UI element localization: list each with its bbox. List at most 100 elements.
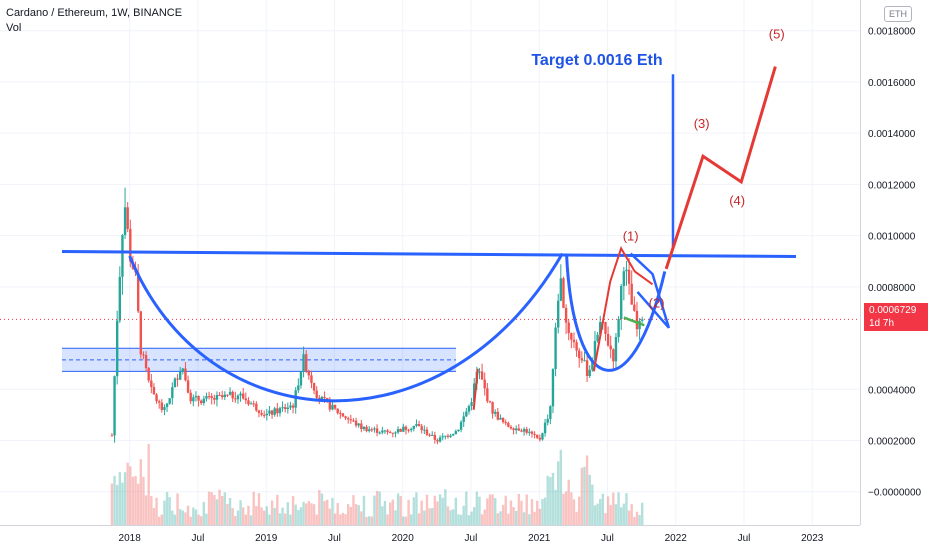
candle-body: [171, 387, 174, 399]
volume-bar: [220, 495, 224, 525]
x-tick-label: Jul: [738, 533, 751, 544]
volume-bar: [289, 514, 292, 525]
volume-bar: [517, 493, 521, 525]
candle-body: [189, 392, 192, 402]
candle-body: [559, 278, 563, 301]
candle-body: [383, 430, 387, 432]
candle-body: [585, 360, 589, 377]
volume-bar: [168, 497, 171, 525]
candle-body: [144, 355, 148, 369]
candle-body: [323, 396, 326, 399]
candle-body: [186, 380, 190, 393]
candle-body: [591, 360, 594, 370]
volume-bar: [533, 511, 536, 525]
volume-bar: [512, 507, 515, 525]
candle-body: [223, 394, 227, 398]
volume-bar: [381, 506, 384, 525]
candle-body: [410, 428, 413, 431]
volume-bar: [228, 498, 232, 525]
candle-body: [176, 378, 179, 380]
volume-bar: [231, 508, 234, 525]
candle-body: [210, 396, 213, 399]
candle-body: [147, 368, 150, 381]
y-tick-label: 0.0018000: [868, 27, 916, 38]
volume-bar: [415, 492, 418, 525]
candle-body: [630, 283, 633, 305]
volume-bar: [370, 516, 374, 525]
candle-body: [320, 396, 324, 400]
volume-bar: [562, 493, 565, 525]
volume-bar: [549, 477, 552, 525]
volume-bar: [530, 499, 534, 525]
volume-bar: [213, 494, 216, 525]
candle-body: [273, 408, 276, 415]
candle-body: [578, 350, 581, 359]
volume-bar: [178, 509, 182, 525]
volume-bar: [247, 505, 250, 525]
volume-bar: [538, 508, 542, 525]
candle-body: [247, 400, 250, 405]
volume-bar: [375, 490, 379, 525]
candle-body: [609, 345, 612, 350]
candle-body: [352, 420, 355, 422]
volume-bar: [528, 514, 531, 525]
volume-bar: [192, 507, 195, 525]
y-tick-label: 0.0008000: [868, 283, 916, 294]
volume-bar: [315, 514, 318, 525]
volume-bar: [260, 507, 263, 525]
candle-body: [142, 354, 145, 356]
x-tick-label: Jul: [465, 533, 478, 544]
volume-bar: [152, 507, 156, 525]
volume-bar: [362, 495, 366, 525]
volume-bar: [591, 484, 594, 525]
volume-bar: [123, 472, 127, 525]
candle-body: [299, 371, 303, 386]
volume-bar: [475, 491, 479, 525]
volume-bar: [486, 498, 489, 525]
candle-body: [331, 404, 334, 410]
volume-bar: [129, 466, 132, 525]
candle-body: [315, 390, 318, 398]
candle-body: [150, 380, 153, 387]
volume-bar: [286, 502, 290, 525]
candle-body: [268, 410, 271, 414]
chart-title: Cardano / Ethereum, 1W, BINANCE: [6, 7, 183, 19]
candle-body: [286, 407, 290, 409]
handle-base-line: [623, 316, 645, 327]
candle-body: [425, 429, 429, 435]
volume-bar: [252, 491, 255, 525]
candle-body: [113, 376, 116, 436]
candle-body: [375, 428, 379, 433]
volume-bar: [564, 491, 568, 525]
candle-body: [470, 402, 473, 406]
candle-body: [365, 426, 368, 432]
volume-bar: [449, 510, 452, 525]
volume-bar: [441, 497, 444, 525]
candle-body: [234, 398, 237, 400]
volume-bar: [297, 510, 300, 525]
volume-bar: [262, 510, 266, 525]
volume-bar: [399, 496, 402, 525]
volume-bar: [620, 507, 623, 525]
volume-bar: [234, 516, 237, 525]
volume-bar: [601, 493, 605, 525]
volume-bar: [268, 514, 271, 525]
candle-body: [357, 423, 360, 426]
volume-bar: [412, 497, 416, 525]
candle-body: [517, 428, 521, 431]
volume-bar: [126, 462, 129, 525]
candle-body: [123, 207, 127, 236]
candle-body: [213, 398, 216, 400]
volume-bar: [215, 499, 219, 525]
volume-bar: [257, 493, 261, 525]
candle-body: [220, 395, 224, 398]
currency-badge[interactable]: ETH: [884, 6, 912, 22]
volume-bar: [189, 516, 192, 525]
candle-body: [641, 319, 644, 321]
y-tick-label: 0.0014000: [868, 129, 916, 140]
candle-body: [370, 429, 374, 431]
candle-body: [415, 424, 418, 426]
candle-body: [215, 395, 219, 400]
volume-bar: [121, 482, 124, 525]
